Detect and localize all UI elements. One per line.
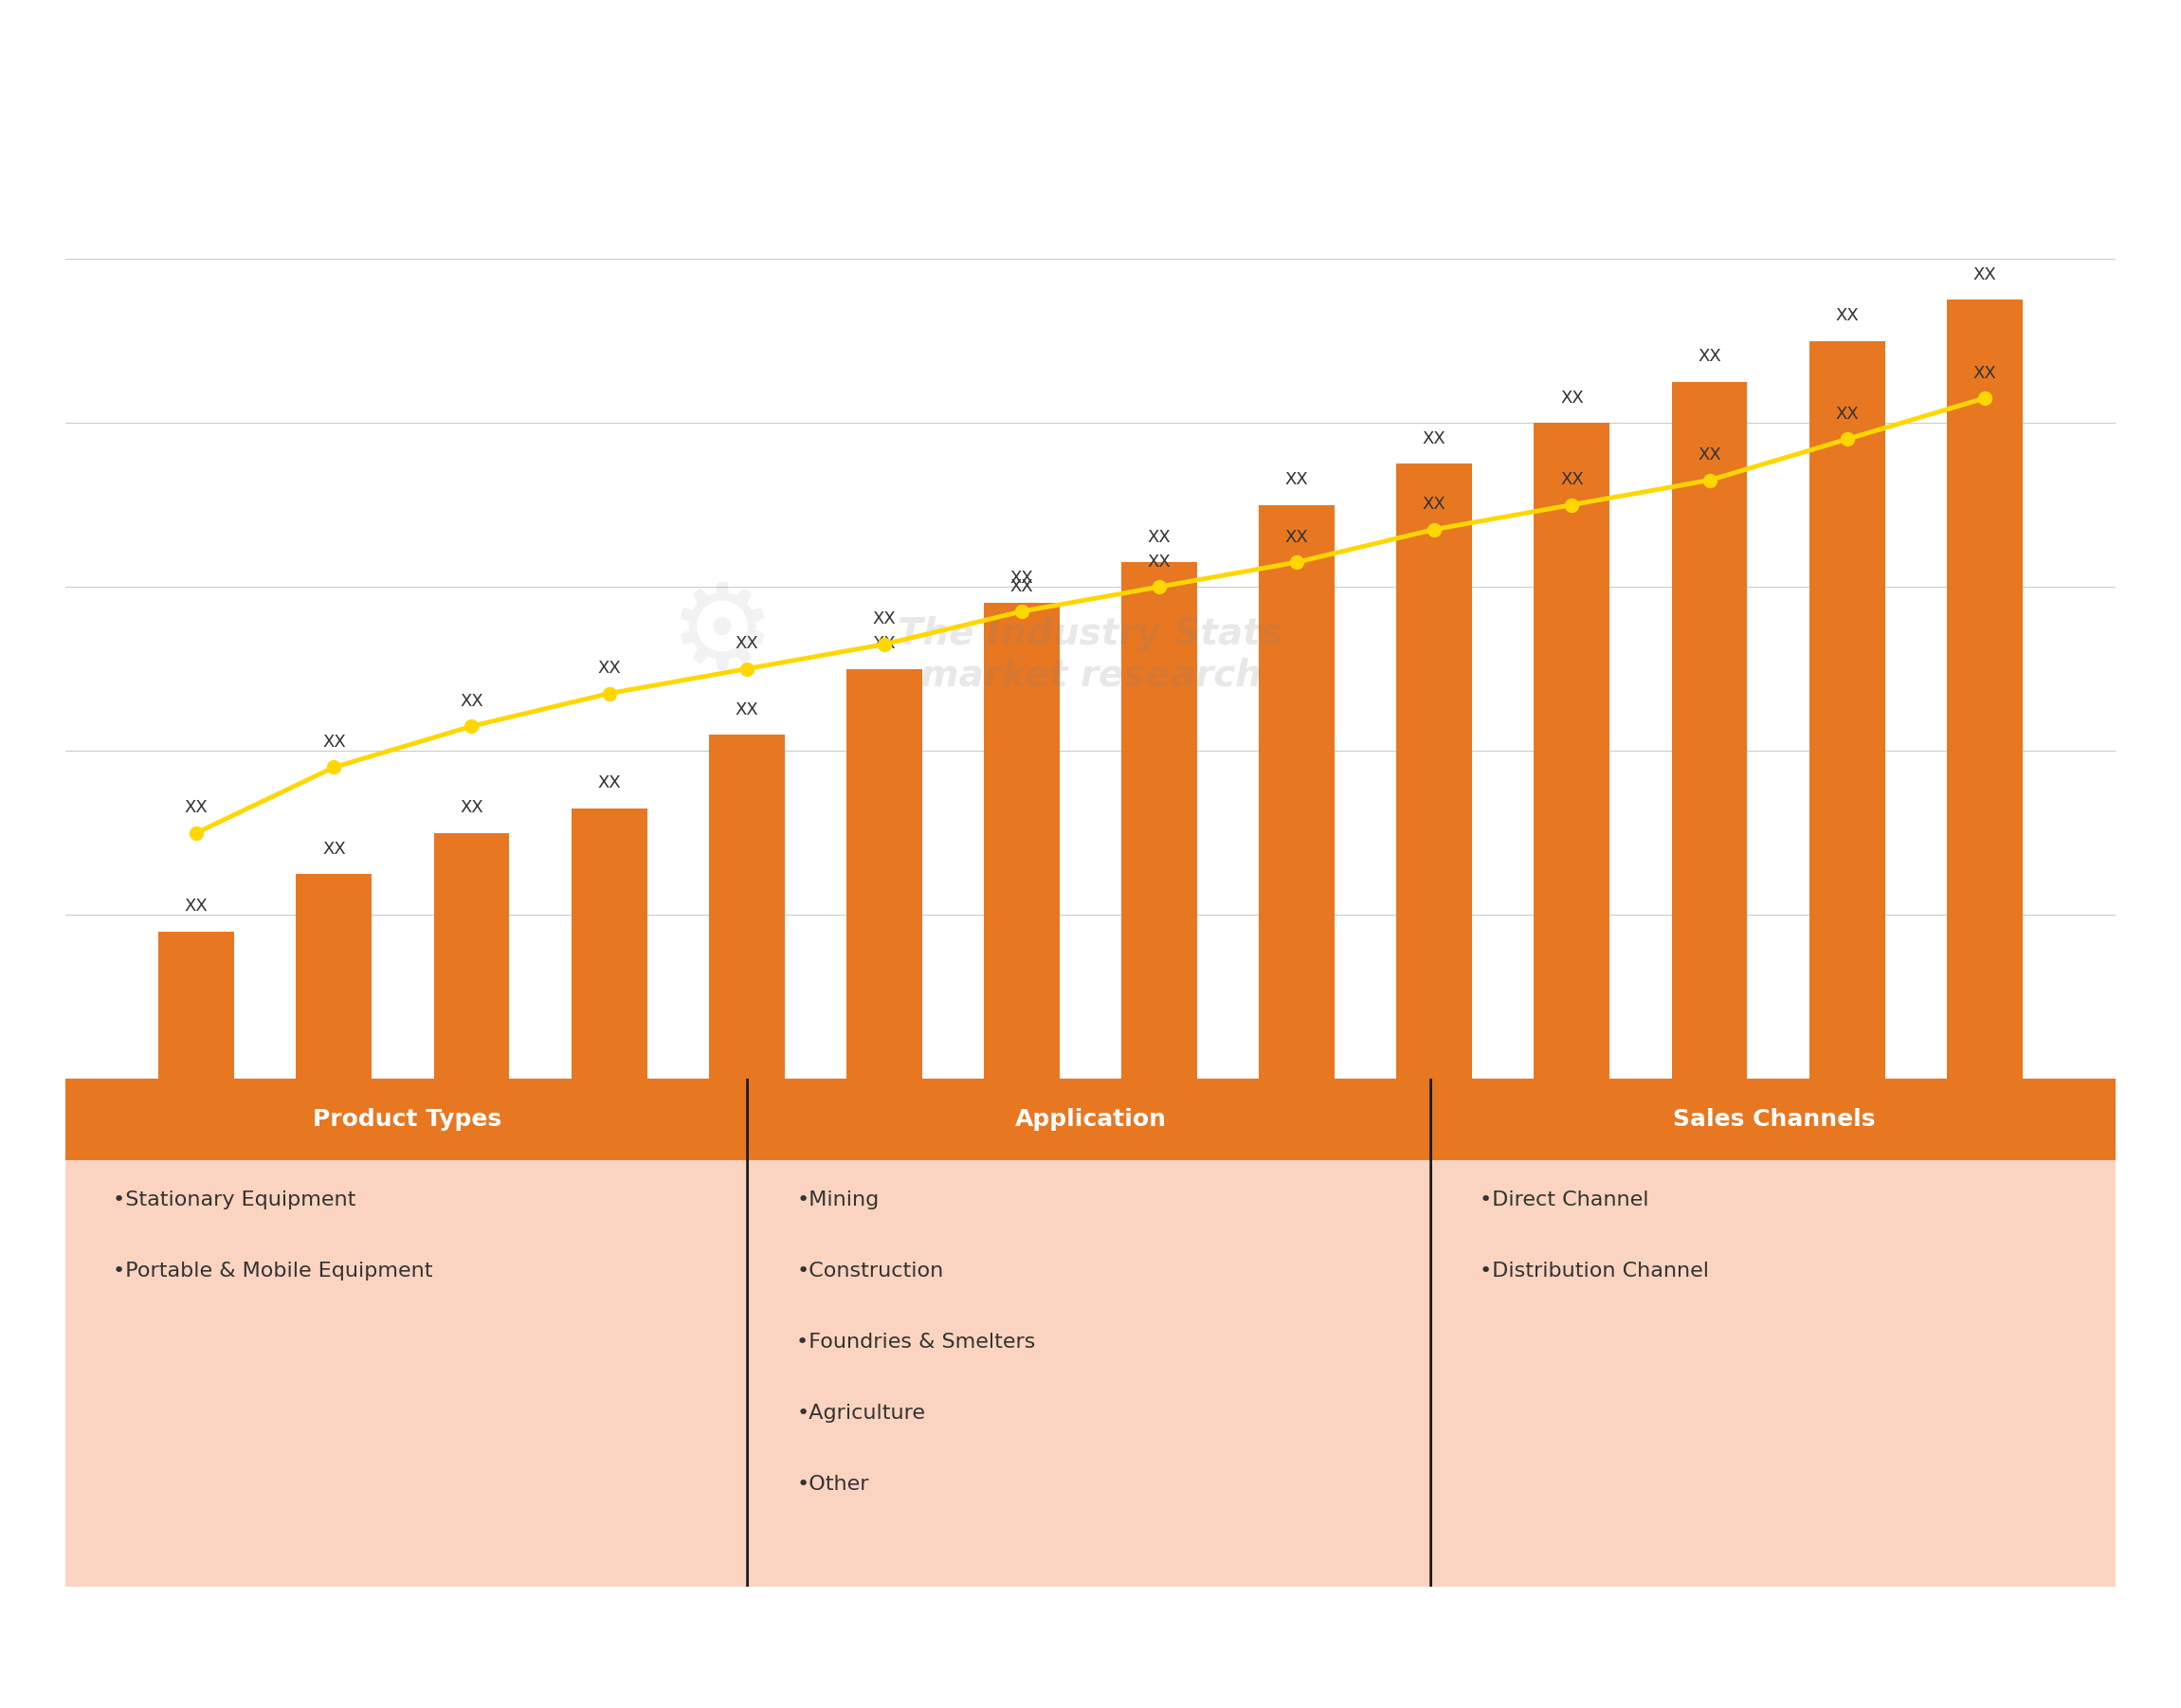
Text: •Mining: •Mining	[796, 1190, 879, 1209]
Text: •Construction: •Construction	[796, 1262, 944, 1281]
Text: XX: XX	[1559, 471, 1583, 488]
Text: •Other: •Other	[796, 1476, 870, 1494]
Text: XX: XX	[323, 840, 347, 857]
Text: Source: Theindustrystats Analysis: Source: Theindustrystats Analysis	[107, 1626, 462, 1643]
Legend: Revenue (Million $), Y-oY Growth Rate (%): Revenue (Million $), Y-oY Growth Rate (%…	[787, 1153, 1394, 1190]
Bar	[159, 931, 233, 1079]
Text: Application: Application	[1014, 1108, 1167, 1131]
Text: Fig. Global Industrial Screening Equipment Market Status and Outlook: Fig. Global Industrial Screening Equipme…	[85, 77, 1134, 102]
Text: XX: XX	[1285, 529, 1309, 547]
Bar	[571, 808, 648, 1079]
Text: XX: XX	[872, 635, 896, 652]
Text: •Agriculture: •Agriculture	[796, 1404, 925, 1423]
Text: Website: www.theindustrystats.com: Website: www.theindustrystats.com	[1542, 1626, 1919, 1643]
Text: XX: XX	[1010, 577, 1034, 594]
Text: XX: XX	[185, 898, 207, 915]
Bar	[1121, 562, 1197, 1079]
Text: XX: XX	[1559, 389, 1583, 407]
Text: XX: XX	[323, 734, 347, 752]
Bar	[984, 603, 1060, 1079]
Text: •Foundries & Smelters: •Foundries & Smelters	[796, 1332, 1036, 1351]
Bar	[297, 874, 371, 1079]
Bar	[434, 834, 510, 1079]
Text: •Distribution Channel: •Distribution Channel	[1481, 1262, 1710, 1281]
Bar	[1433, 1079, 2116, 1160]
Text: XX: XX	[735, 635, 759, 652]
Text: The Industry Stats
market research: The Industry Stats market research	[899, 615, 1282, 693]
Text: XX: XX	[1834, 407, 1858, 424]
Text: XX: XX	[185, 799, 207, 816]
Bar	[846, 670, 923, 1079]
Text: XX: XX	[1285, 471, 1309, 488]
Bar	[1948, 301, 2022, 1079]
Text: XX: XX	[460, 799, 484, 816]
Text: XX: XX	[1010, 570, 1034, 588]
Text: XX: XX	[1697, 348, 1721, 366]
Text: XX: XX	[1422, 495, 1446, 512]
Bar	[65, 1079, 748, 1160]
Text: XX: XX	[1697, 447, 1721, 465]
Bar	[1671, 383, 1747, 1079]
Bar	[1258, 506, 1335, 1079]
Text: XX: XX	[1147, 529, 1171, 547]
Text: Sales Channels: Sales Channels	[1673, 1108, 1876, 1131]
Text: Email: sales@theindustrystats.com: Email: sales@theindustrystats.com	[844, 1626, 1210, 1643]
Text: XX: XX	[872, 611, 896, 629]
Text: XX: XX	[598, 775, 622, 793]
Bar	[709, 734, 785, 1079]
Text: XX: XX	[1147, 553, 1171, 570]
Text: XX: XX	[598, 659, 622, 676]
Bar	[1533, 424, 1610, 1079]
Text: XX: XX	[735, 700, 759, 717]
Text: •Portable & Mobile Equipment: •Portable & Mobile Equipment	[113, 1262, 434, 1281]
Text: •Stationary Equipment: •Stationary Equipment	[113, 1190, 356, 1209]
Bar	[748, 1079, 1433, 1160]
Bar	[1810, 342, 1884, 1079]
Text: XX: XX	[1834, 307, 1858, 325]
Text: XX: XX	[1422, 430, 1446, 447]
Text: Product Types: Product Types	[312, 1108, 502, 1131]
Text: ⚙: ⚙	[667, 579, 774, 693]
Text: XX: XX	[460, 693, 484, 711]
Text: •Direct Channel: •Direct Channel	[1481, 1190, 1649, 1209]
Text: XX: XX	[1974, 266, 1996, 284]
Bar	[1396, 465, 1472, 1079]
Text: XX: XX	[1974, 366, 1996, 383]
